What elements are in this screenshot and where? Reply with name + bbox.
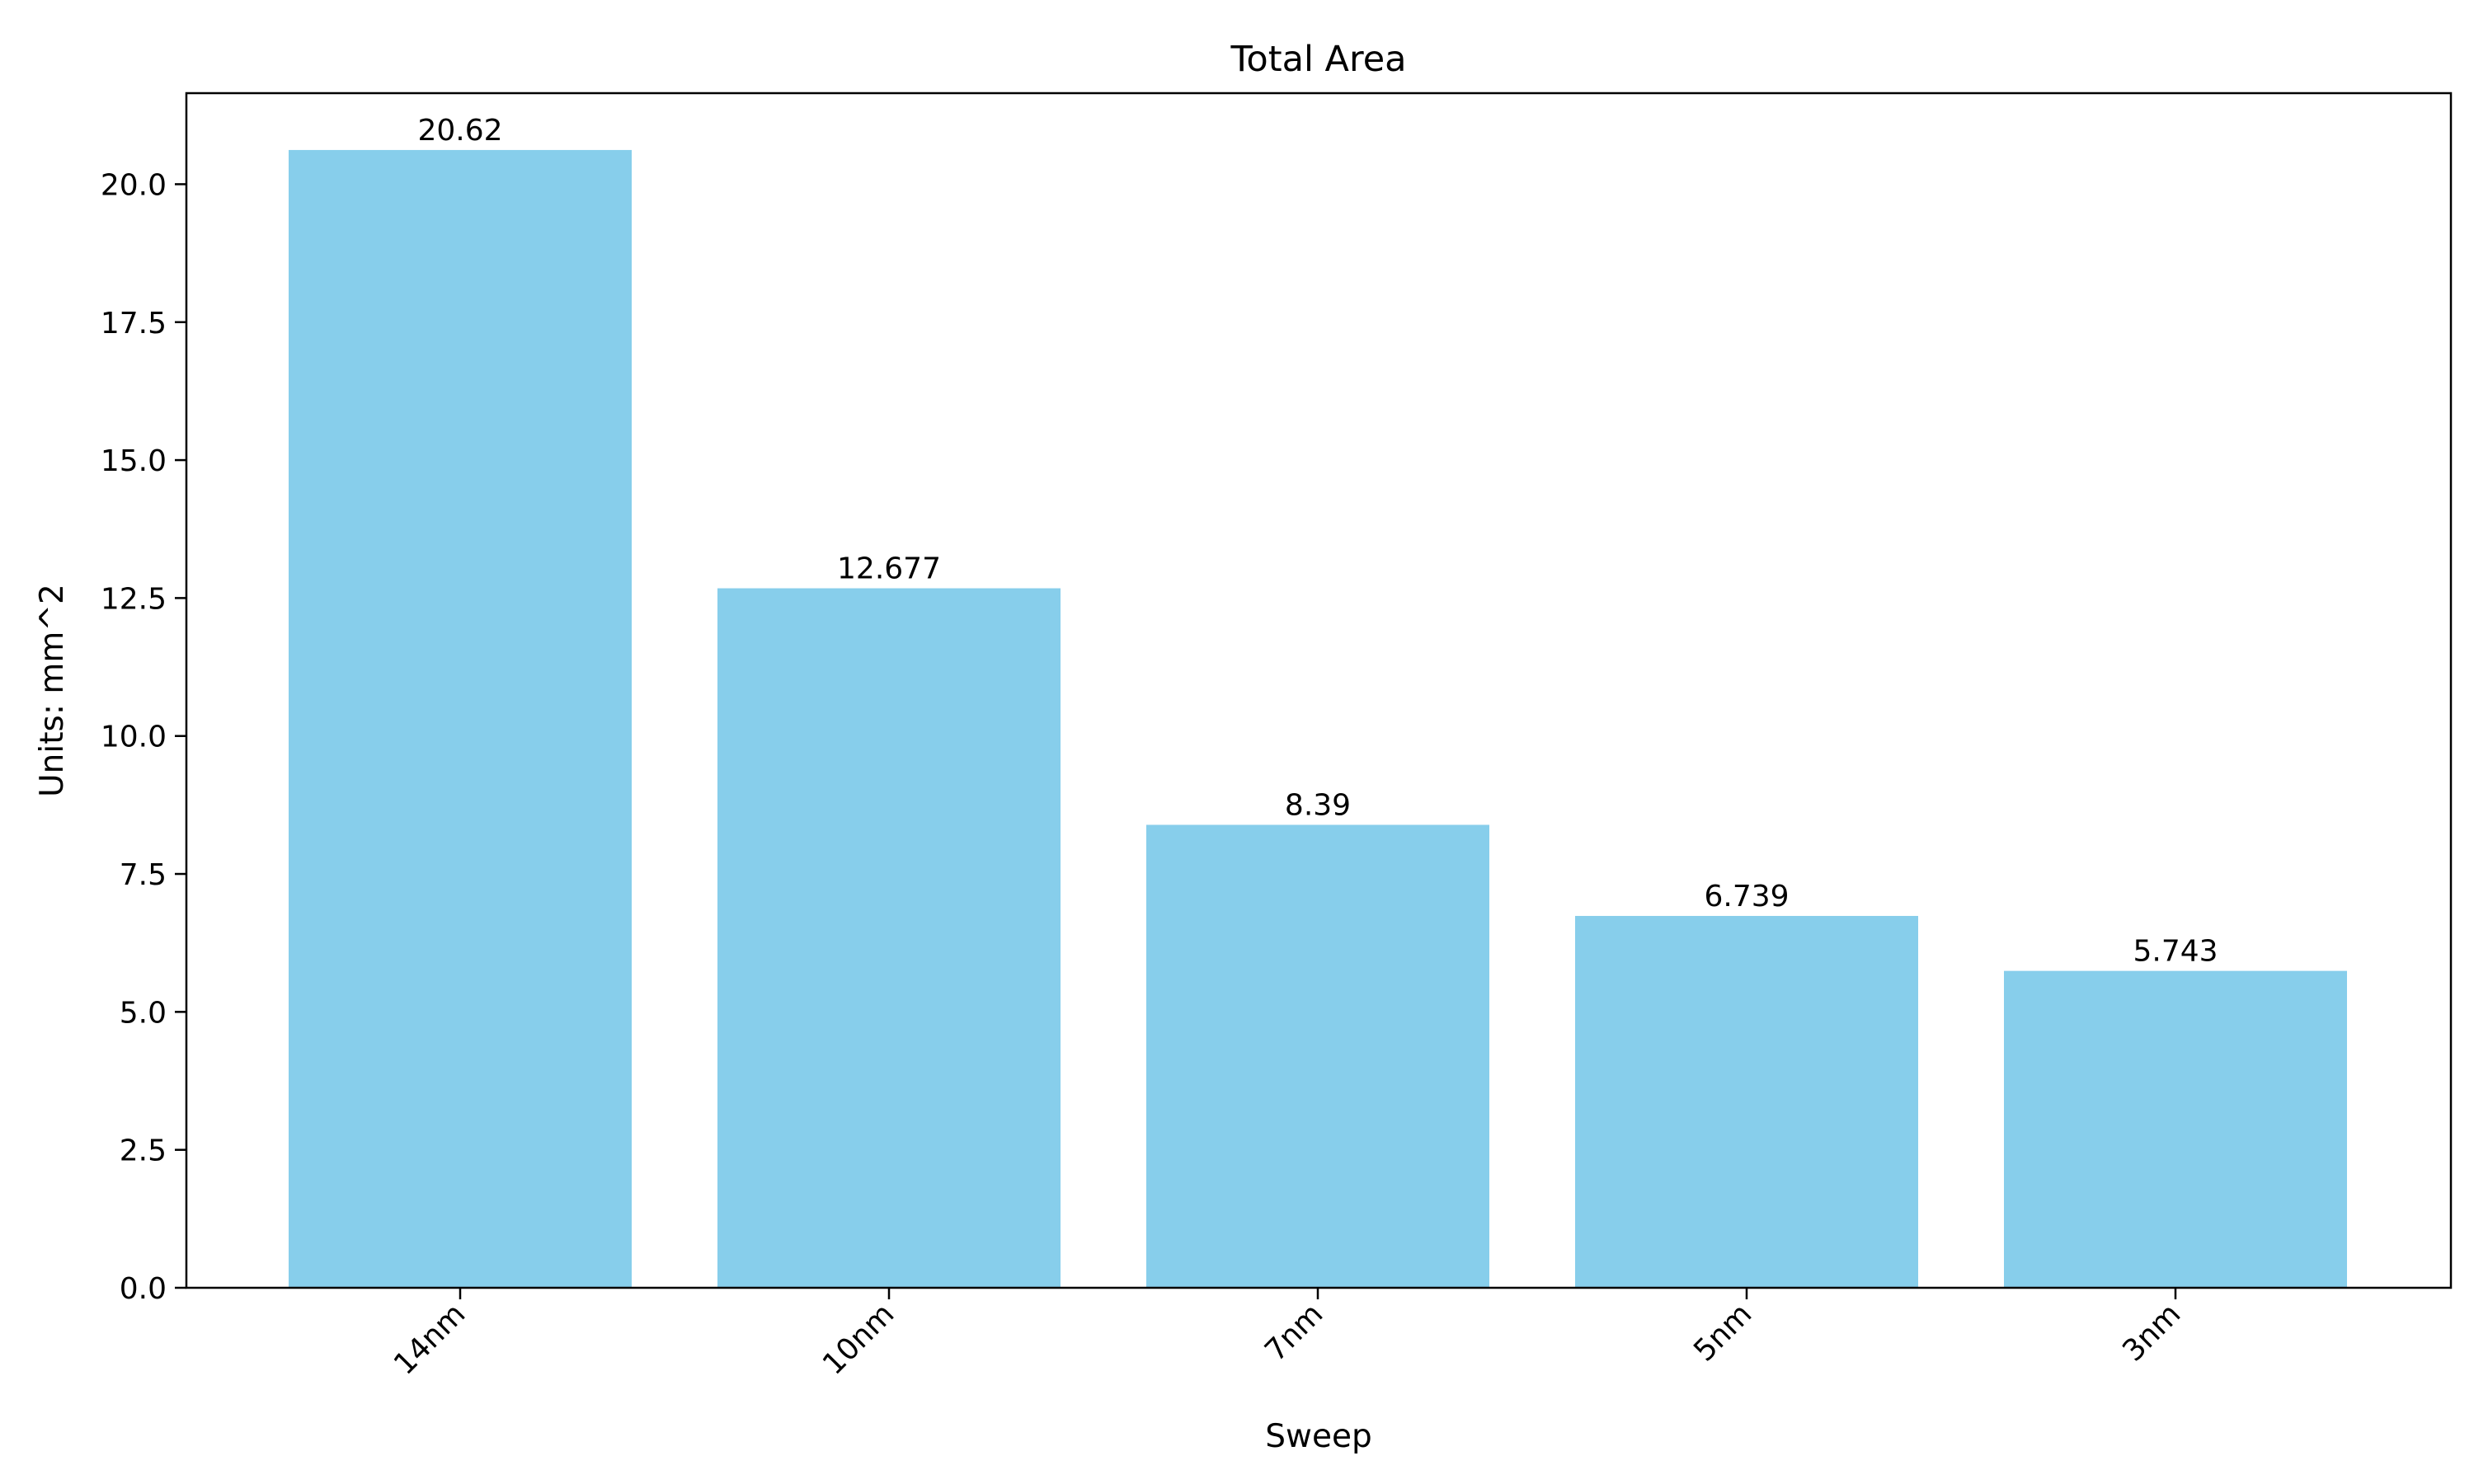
bar-value-label: 5.743 (2133, 935, 2218, 969)
bar-value-labels: 20.62 12.677 8.39 6.739 5.743 (417, 114, 2218, 969)
bar (717, 588, 1061, 1288)
x-tick-label: 10nm (816, 1297, 901, 1381)
y-tick-label: 10.0 (101, 721, 167, 754)
plot-frame (185, 92, 2453, 1289)
bar-value-label: 6.739 (1704, 880, 1789, 913)
y-tick-label: 15.0 (101, 444, 167, 478)
x-tick-label: 5nm (1687, 1297, 1758, 1368)
y-tick-label: 12.5 (101, 582, 167, 616)
bar-value-label: 20.62 (417, 114, 502, 148)
bar-series (289, 149, 2347, 1288)
x-axis-ticks: 14nm 10nm 7nm 5nm 3nm (388, 1288, 2187, 1382)
y-tick-label: 5.0 (120, 996, 167, 1030)
bar (1146, 824, 1489, 1288)
y-axis-ticks: 0.0 2.5 5.0 7.5 10.0 12.5 15.0 17.5 20.0 (101, 168, 186, 1306)
y-tick-label: 7.5 (120, 858, 167, 892)
x-tick-label: 3nm (2116, 1297, 2187, 1368)
bar-value-label: 12.677 (837, 552, 941, 586)
x-tick-label: 14nm (388, 1297, 472, 1381)
bar (289, 149, 632, 1288)
bar (2004, 970, 2347, 1288)
bar-value-label: 8.39 (1285, 788, 1351, 822)
y-tick-label: 0.0 (120, 1272, 167, 1306)
y-tick-label: 20.0 (101, 168, 167, 202)
x-tick-label: 7nm (1258, 1297, 1329, 1368)
y-axis-label: Units: mm^2 (34, 584, 71, 797)
bar (1575, 915, 1918, 1288)
chart-title: Total Area (1230, 39, 1406, 80)
y-tick-label: 2.5 (120, 1134, 167, 1168)
y-tick-label: 17.5 (101, 307, 167, 340)
x-axis-label: Sweep (1265, 1418, 1371, 1455)
